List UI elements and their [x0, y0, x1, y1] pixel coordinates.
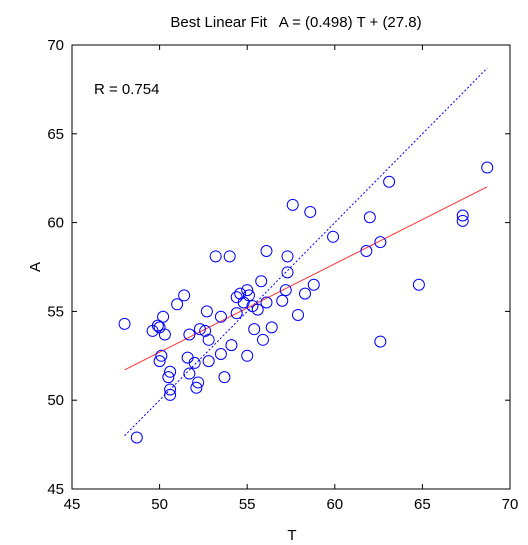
x-tick-label: 60 — [326, 496, 343, 513]
data-point — [260, 245, 273, 258]
data-point — [251, 303, 264, 316]
x-tick-label: 65 — [414, 496, 431, 513]
chart-title: Best Linear Fit A = (0.498) T + (27.8) — [170, 14, 421, 31]
axis-ticks — [71, 44, 511, 490]
data-point — [164, 388, 177, 401]
data-point — [481, 161, 494, 174]
y-tick-label: 65 — [47, 126, 64, 143]
y-axis-label: A — [27, 262, 44, 272]
r-value-annotation: R = 0.754 — [94, 81, 159, 98]
x-tick-label: 70 — [502, 496, 519, 513]
tick-labels: 45 50 55 60 65 70 45 50 55 60 65 70 — [47, 37, 518, 513]
plot-area — [71, 44, 511, 490]
data-point — [214, 310, 227, 323]
data-point — [178, 289, 191, 302]
data-point — [183, 328, 196, 341]
data-point — [456, 209, 469, 222]
data-point — [190, 381, 203, 394]
data-point — [412, 278, 425, 291]
data-point — [158, 328, 171, 341]
fit-lines — [124, 67, 488, 437]
data-point — [153, 355, 166, 368]
data-point — [162, 371, 175, 384]
data-point — [193, 323, 206, 336]
data-point — [202, 355, 215, 368]
data-point — [200, 305, 213, 318]
data-point — [164, 383, 177, 396]
data-point — [164, 365, 177, 378]
data-point — [292, 308, 305, 321]
x-tick-label: 45 — [64, 496, 81, 513]
data-point — [307, 278, 320, 291]
data-point — [234, 287, 247, 300]
data-point — [279, 284, 292, 297]
data-point — [183, 367, 196, 380]
data-point — [230, 307, 243, 320]
data-point — [241, 349, 254, 362]
data-point — [374, 236, 387, 249]
data-point — [363, 211, 376, 224]
data-point — [276, 294, 289, 307]
x-tick-label: 55 — [239, 496, 256, 513]
data-point — [248, 323, 261, 336]
data-point — [299, 287, 312, 300]
y-tick-label: 70 — [47, 37, 64, 54]
data-point — [218, 371, 231, 384]
data-point — [383, 175, 396, 188]
data-point — [209, 250, 222, 263]
data-point — [327, 230, 340, 243]
data-point — [130, 431, 143, 444]
data-point — [241, 284, 254, 297]
y-tick-label: 60 — [47, 215, 64, 232]
data-point — [214, 348, 227, 361]
data-point — [242, 289, 255, 302]
data-point — [188, 356, 201, 369]
data-point — [281, 250, 294, 263]
fit-line — [124, 186, 488, 371]
y-tick-label: 45 — [47, 481, 64, 498]
data-point — [256, 333, 269, 346]
data-point — [118, 317, 131, 330]
x-axis-label: T — [287, 527, 296, 544]
x-tick-label: 50 — [151, 496, 168, 513]
data-point — [304, 205, 317, 218]
data-point — [171, 298, 184, 311]
data-points — [118, 161, 494, 444]
data-point — [202, 333, 215, 346]
y-tick-label: 55 — [47, 303, 64, 320]
data-point — [199, 324, 212, 337]
data-point — [265, 321, 278, 334]
data-point — [260, 296, 273, 309]
data-point — [255, 275, 268, 288]
data-point — [223, 250, 236, 263]
data-point — [192, 376, 205, 389]
data-point — [155, 349, 168, 362]
data-point — [151, 319, 164, 332]
data-point — [360, 245, 373, 258]
y-tick-label: 50 — [47, 392, 64, 409]
data-point — [456, 214, 469, 227]
data-point — [157, 310, 170, 323]
data-point — [286, 198, 299, 211]
data-point — [225, 339, 238, 352]
data-point — [374, 335, 387, 348]
data-point — [281, 266, 294, 279]
